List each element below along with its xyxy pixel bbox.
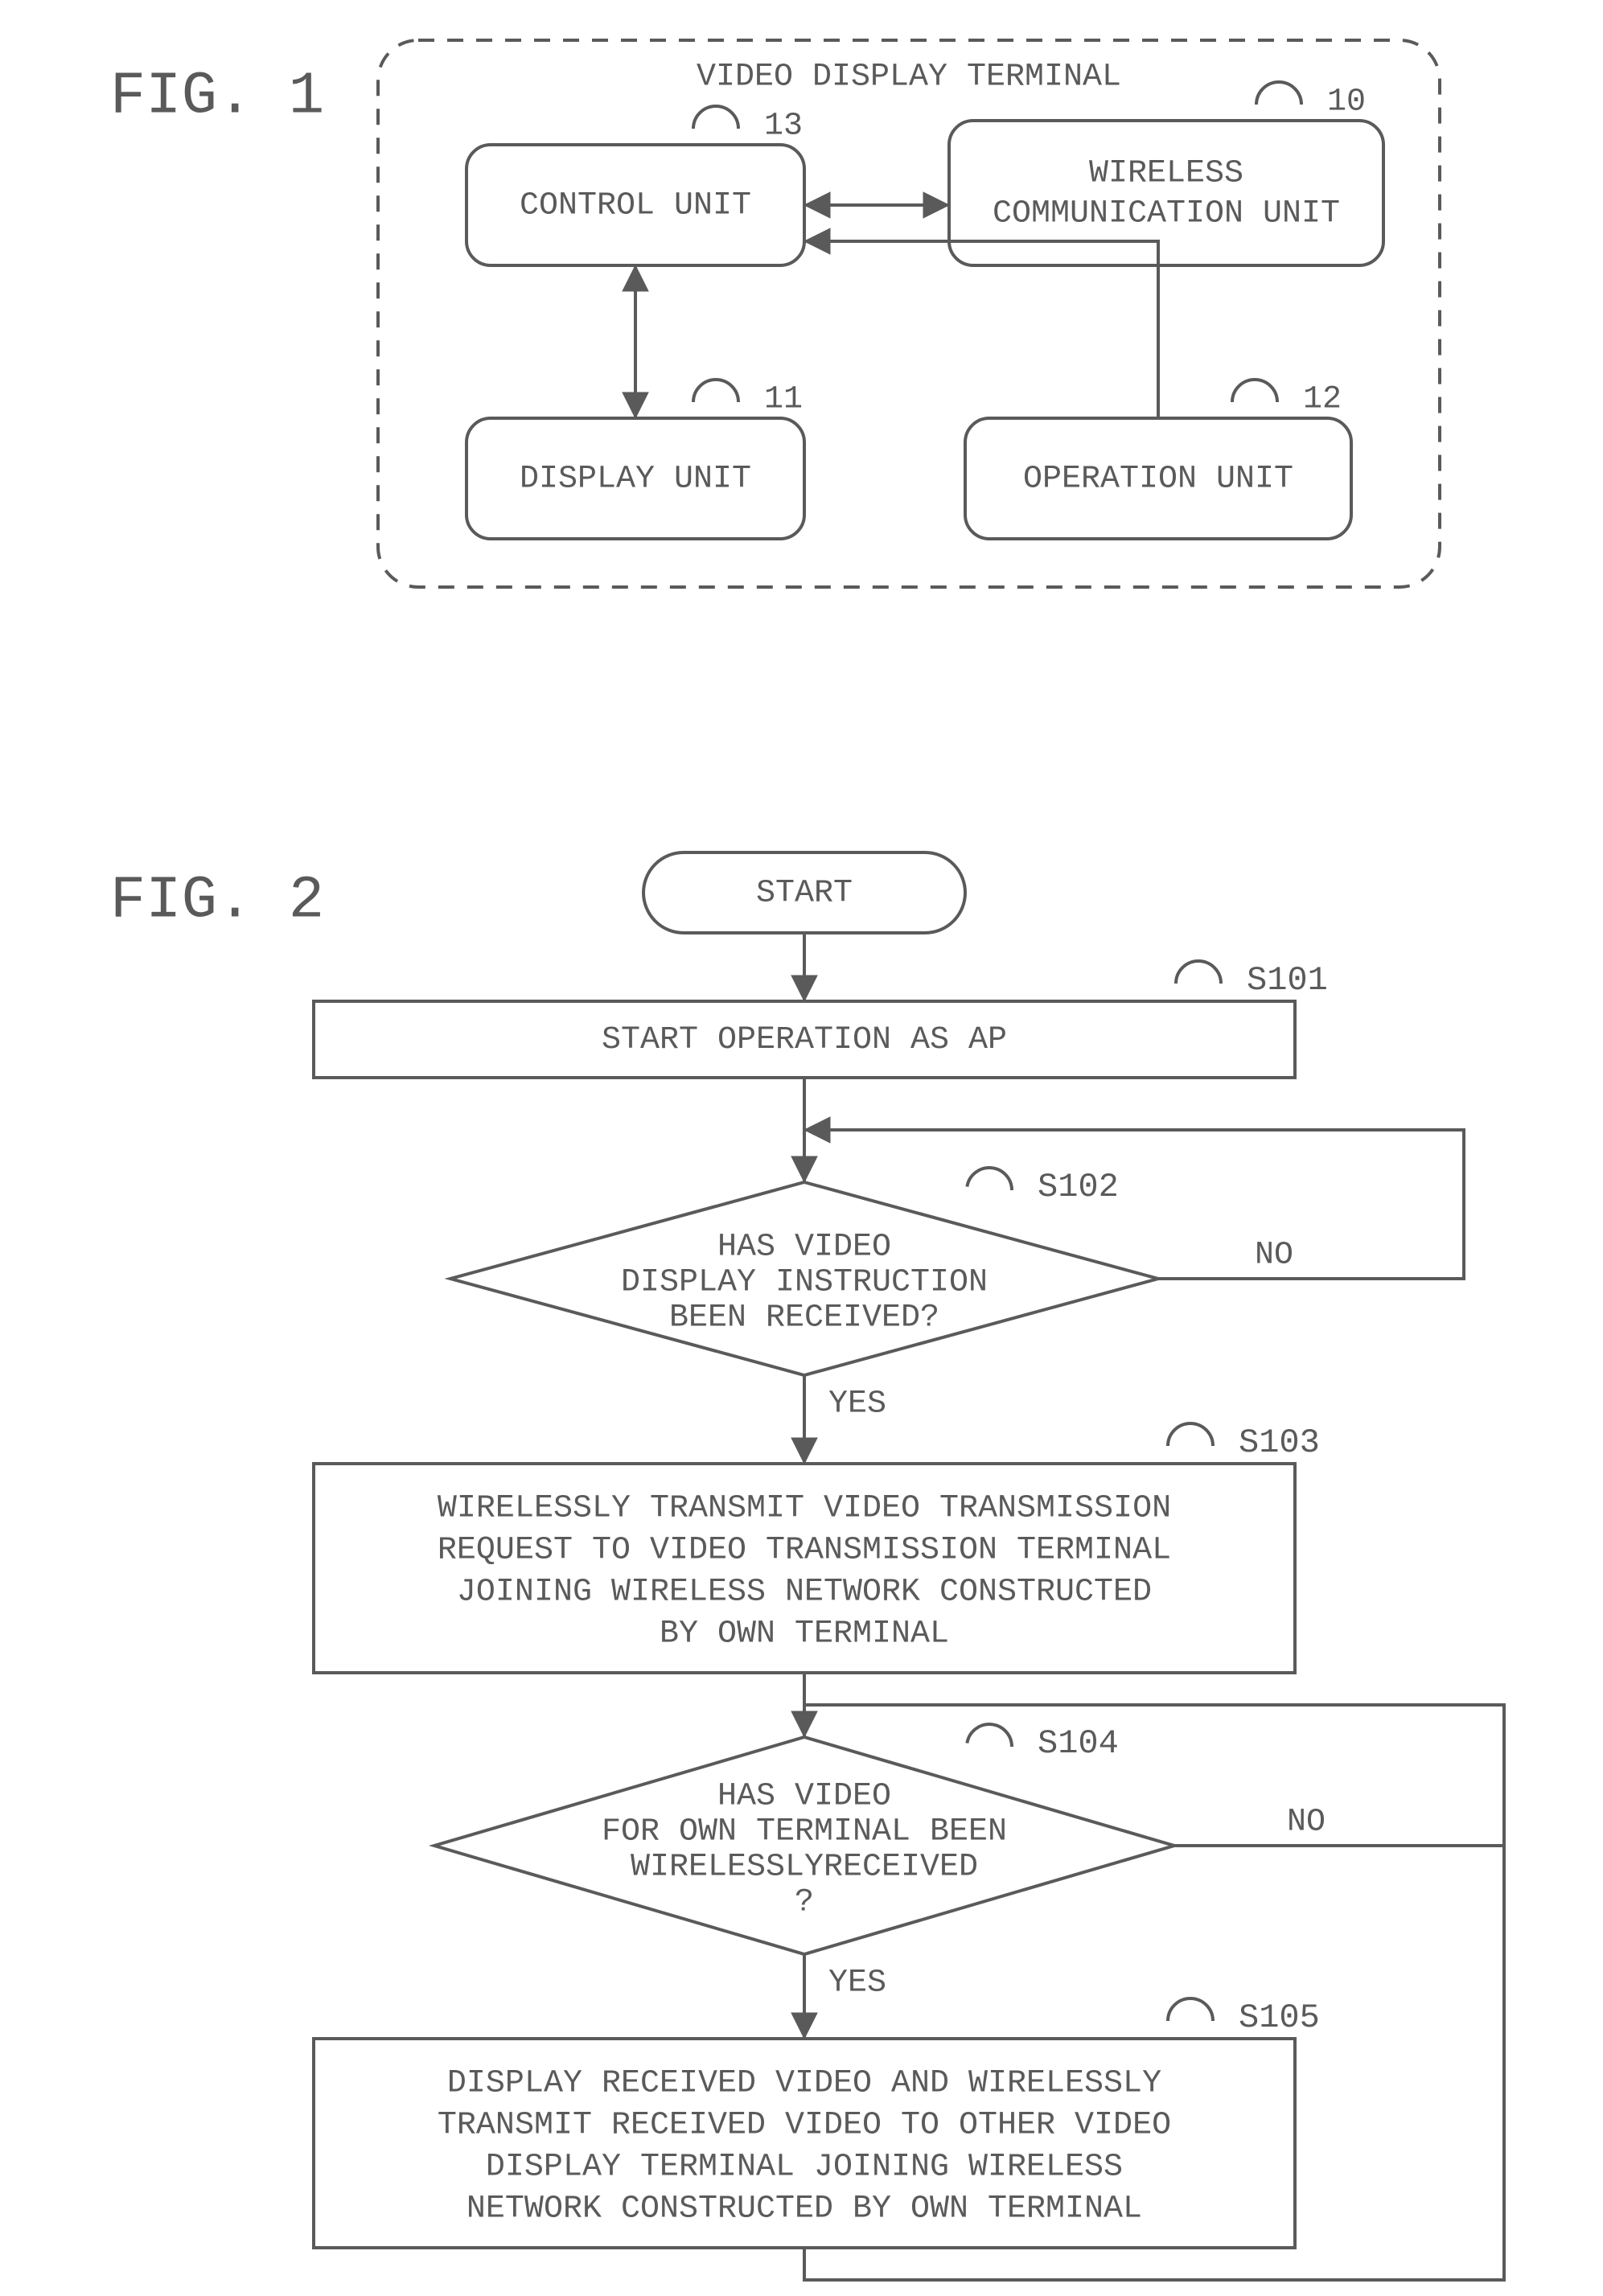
s102-arc [967, 1168, 1012, 1190]
s104-arc [967, 1724, 1012, 1747]
ah-s104-s105 [791, 2013, 817, 2039]
s103-l3: BY OWN TERMINAL [660, 1616, 949, 1653]
s101-ref: S101 [1247, 961, 1328, 1000]
ref10: 10 [1327, 84, 1366, 121]
s105-l0: DISPLAY RECEIVED VIDEO AND WIRELESSLY [447, 2066, 1161, 2102]
ah-s103-s104 [791, 1711, 817, 1737]
s102-l2: DISPLAY INSTRUCTION [621, 1265, 988, 1301]
s104-l4: ? [795, 1885, 814, 1921]
s102-l1: HAS VIDEO [717, 1230, 891, 1266]
ref11-arc [693, 380, 738, 402]
s104-l1: HAS VIDEO [717, 1779, 891, 1815]
start-text: START [756, 876, 853, 912]
s105-ref: S105 [1239, 1998, 1320, 2037]
s103-l1: REQUEST TO VIDEO TRANSMISSION TERMINAL [438, 1533, 1171, 1569]
ref13-arc [693, 106, 738, 129]
s101-arc [1176, 961, 1221, 984]
s102-l3: BEEN RECEIVED? [669, 1300, 939, 1337]
arrowhead-ctrl-left [804, 192, 830, 218]
ah-s102-s103 [791, 1438, 817, 1464]
s102-no-path [804, 1130, 1464, 1279]
s102-ref: S102 [1038, 1168, 1119, 1206]
s104-l2: FOR OWN TERMINAL BEEN [602, 1814, 1007, 1850]
s103-ref: S103 [1239, 1423, 1320, 1462]
display-unit-text: DISPLAY UNIT [520, 462, 751, 498]
s105-l2: DISPLAY TERMINAL JOINING WIRELESS [486, 2150, 1123, 2186]
fig2-label: FIG. 2 [110, 868, 324, 935]
arrowhead-op-ctrl [804, 228, 830, 254]
s101-text: START OPERATION AS AP [602, 1022, 1007, 1058]
arrow-op-ctrl [804, 241, 1158, 418]
wireless-unit-text-2: COMMUNICATION UNIT [993, 196, 1340, 232]
s105-arc [1168, 1998, 1213, 2021]
s103-arc [1168, 1423, 1213, 1446]
s103-l0: WIRELESSLY TRANSMIT VIDEO TRANSMISSION [438, 1491, 1171, 1527]
s104-no: NO [1287, 1805, 1326, 1841]
fig1-container-title: VIDEO DISPLAY TERMINAL [697, 60, 1121, 96]
ah-start-s101 [791, 975, 817, 1001]
s102-yes: YES [828, 1386, 886, 1423]
s103-l2: JOINING WIRELESS NETWORK CONSTRUCTED [457, 1575, 1152, 1611]
control-unit-text: CONTROL UNIT [520, 188, 751, 224]
ref10-arc [1256, 82, 1301, 105]
arrowhead-display-down [623, 392, 648, 418]
ref13: 13 [764, 109, 803, 145]
operation-unit-text: OPERATION UNIT [1023, 462, 1293, 498]
arrowhead-ctrl-up [623, 265, 648, 291]
s105-l1: TRANSMIT RECEIVED VIDEO TO OTHER VIDEO [438, 2108, 1171, 2144]
ref11: 11 [764, 382, 803, 418]
ah-s102-no-merge [804, 1117, 830, 1143]
wireless-unit-text-1: WIRELESS [1089, 156, 1243, 192]
wireless-unit-box [949, 121, 1383, 265]
s104-yes: YES [828, 1965, 886, 2002]
s105-l3: NETWORK CONSTRUCTED BY OWN TERMINAL [467, 2191, 1142, 2228]
s102-no: NO [1255, 1238, 1293, 1274]
ah-s101-s102 [791, 1156, 817, 1182]
ref12: 12 [1303, 382, 1342, 418]
arrowhead-wireless-right [923, 192, 949, 218]
s104-ref: S104 [1038, 1724, 1119, 1763]
s104-l3: WIRELESSLYRECEIVED [631, 1850, 978, 1886]
fig1-label: FIG. 1 [110, 64, 324, 131]
ref12-arc [1232, 380, 1277, 402]
